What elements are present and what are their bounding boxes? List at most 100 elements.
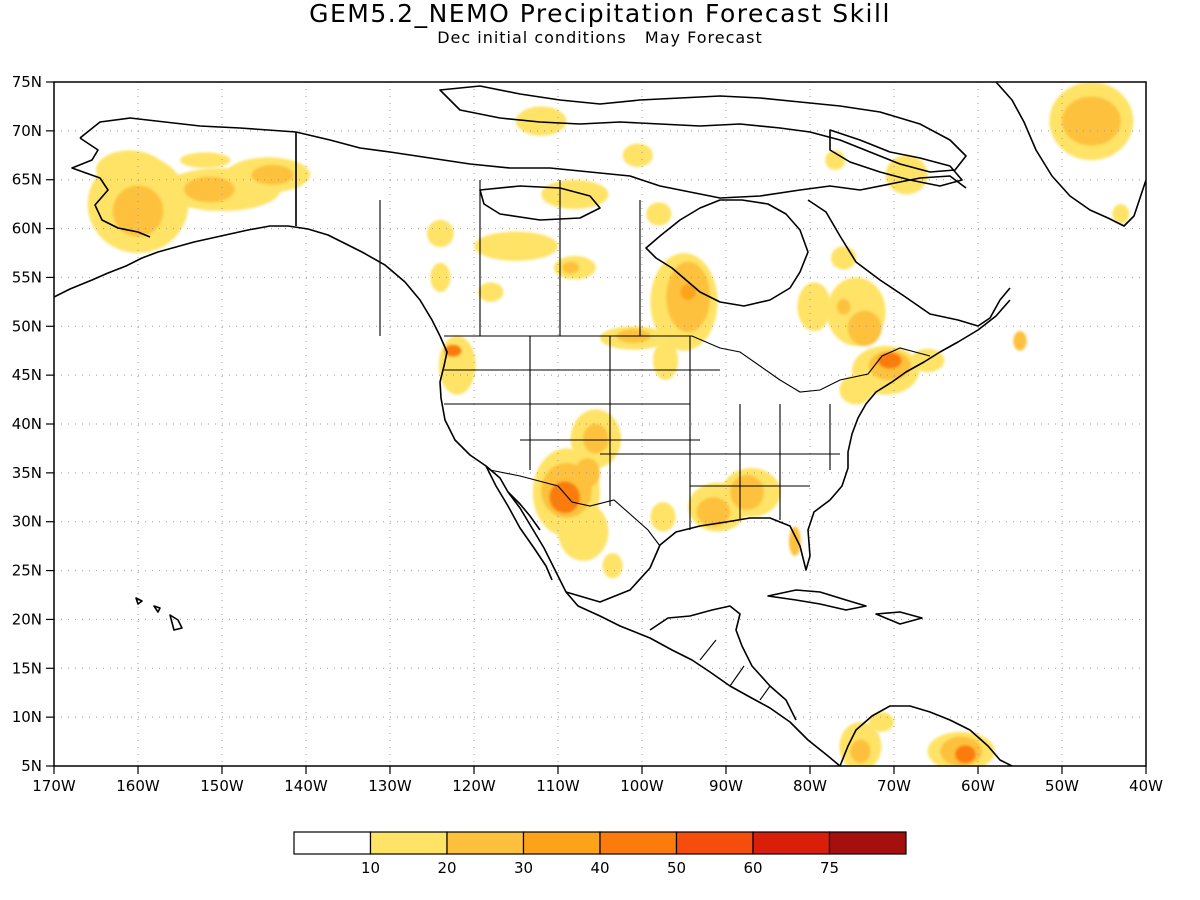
skill-region-northern-prairies [474,231,558,261]
lat-tick-label: 40N [12,415,42,433]
lat-tick-label: 10N [12,708,42,726]
political-borders [295,132,931,701]
skill-region-texas [650,502,676,532]
skill-region-arctic-islands-2 [622,143,653,168]
colorbar-level-label: 30 [514,859,533,877]
colorbar-level-label: 75 [820,859,839,877]
lon-tick-label: 70W [877,777,911,795]
lon-tick-label: 110W [536,777,580,795]
lat-tick-label: 35N [12,464,42,482]
alaska-west-coast [71,117,297,238]
skill-region-greenland-core [1062,96,1121,146]
coastlines-layer [54,82,1146,766]
south-america-north [839,705,1013,766]
us-mexico-border [489,469,661,547]
greenland [995,82,1146,227]
lon-tick-label: 50W [1045,777,1079,795]
alaska-coastline [54,225,341,298]
arctic-islands [439,85,967,173]
colorbar-level-label: 10 [361,859,380,877]
skill-region-alaska-west-core [112,185,164,237]
chart-subtitle: Dec initial conditions May Forecast [437,28,763,47]
colorbar-swatch [675,831,754,855]
lat-tick-label: 15N [12,659,42,677]
skill-region-newfoundland [1013,331,1027,351]
skill-region-northern-bc [430,262,451,293]
skill-region-quebec-core [847,310,882,346]
colorbar-level-label: 50 [667,859,686,877]
colorbar-swatch [752,831,831,855]
lon-tick-label: 170W [32,777,76,795]
lat-tick-label: 70N [12,122,42,140]
labrador-coast [807,199,1011,327]
lon-tick-label: 90W [709,777,743,795]
latitude-axis: 75N 70N 65N 60N 55N 50N 45N 40N 35N 30N 25N 20N 15N 1… [12,73,54,775]
skill-region-new-england-inner [878,352,902,369]
skill-region-arctic-islands [516,106,567,136]
hudson-bay [645,199,809,307]
gulf-coast [565,299,1011,603]
lat-tick-label: 30N [12,513,42,531]
colorbar-swatch [446,831,525,855]
longitude-axis: 170W 160W 150W 140W 130W 120W 110W 100W 90W 80W 70… [32,766,1163,795]
skill-region-quebec-core-2 [836,298,851,315]
skill-region-louisiana-core [696,497,731,527]
lat-tick-label: 5N [21,757,42,775]
lon-tick-label: 60W [961,777,995,795]
colorbar-swatch [522,831,601,855]
lon-tick-label: 120W [452,777,496,795]
canada-west-coast [339,240,441,337]
skill-region-nunavut-2 [646,202,672,226]
skill-region-colombia-core [850,739,871,764]
skill-region-new-mexico [574,458,601,488]
skill-region-mexico-plateau [602,552,623,579]
colorbar-swatch [293,831,372,855]
victoria-island [479,185,601,221]
us-canada-border [444,335,931,393]
hawaii [135,597,183,631]
lon-tick-label: 130W [368,777,412,795]
lat-tick-label: 20N [12,610,42,628]
skill-region-yukon [426,219,454,248]
skill-region-alaska-central-core [184,176,235,203]
lat-lon-grid [54,82,1146,766]
lat-tick-label: 75N [12,73,42,91]
skill-region-desert-southwest-inner [549,481,580,513]
colorbar-level-label: 40 [590,859,609,877]
yucatan [649,605,797,721]
lon-tick-label: 40W [1129,777,1163,795]
lat-tick-label: 45N [12,366,42,384]
canada-arctic-coast [295,131,967,199]
us-west-coast [439,335,841,766]
colorbar-level-label: 60 [743,859,762,877]
skill-region-alaska-northwest [96,150,164,190]
lat-tick-label: 55N [12,268,42,286]
colorbar-level-label: 20 [437,859,456,877]
skill-region-labrador [797,282,831,332]
skill-region-venezuela-east-inner [955,745,976,764]
lon-tick-label: 160W [116,777,160,795]
mexico-central-america-lines [699,639,771,701]
skill-region-alberta [478,282,504,302]
lon-tick-label: 140W [284,777,328,795]
baja-california [485,465,553,581]
colorbar-swatch [599,831,678,855]
skill-region-mississippi-alabama-core [730,474,764,510]
colorbar-swatch [828,831,907,855]
skill-region-colorado-core [583,424,609,454]
hispaniola [875,611,923,625]
lat-tick-label: 25N [12,562,42,580]
us-state-lines [444,336,840,530]
skill-region-florida [789,526,801,556]
skill-region-alaska-north [180,152,231,168]
lon-tick-label: 100W [620,777,664,795]
skill-shading-layer [87,82,1134,766]
lon-tick-label: 150W [200,777,244,795]
skill-region-greenland-south [1112,204,1130,224]
lat-tick-label: 60N [12,220,42,238]
skill-region-baffin [885,155,928,195]
canada-province-lines [295,132,641,336]
colorbar-swatch [369,831,448,855]
skill-region-quebec-north [831,246,857,270]
